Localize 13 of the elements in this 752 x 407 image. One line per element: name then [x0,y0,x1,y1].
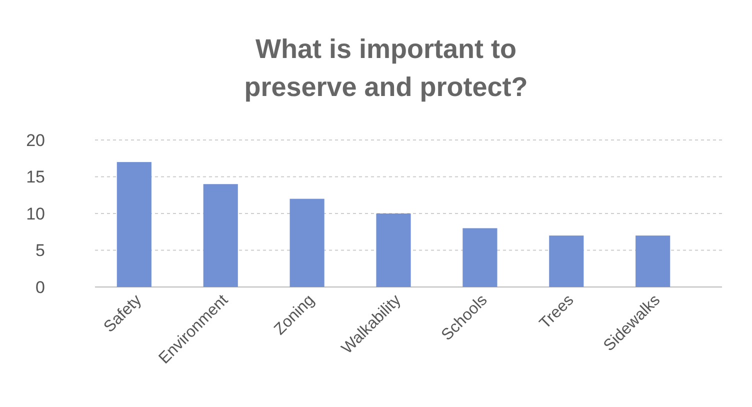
bar [636,236,670,287]
y-tick-label: 20 [26,130,45,150]
y-tick-label: 15 [26,168,45,187]
y-tick-label: 0 [36,278,45,297]
bar [376,214,411,287]
y-tick-label: 10 [26,204,45,224]
y-tick-label: 5 [36,241,45,260]
bar [462,228,498,287]
bar [290,198,324,287]
bar [203,184,238,287]
bar [116,162,152,287]
bar [549,236,584,287]
chart-title: What is important to preserve and protect? [244,34,528,102]
